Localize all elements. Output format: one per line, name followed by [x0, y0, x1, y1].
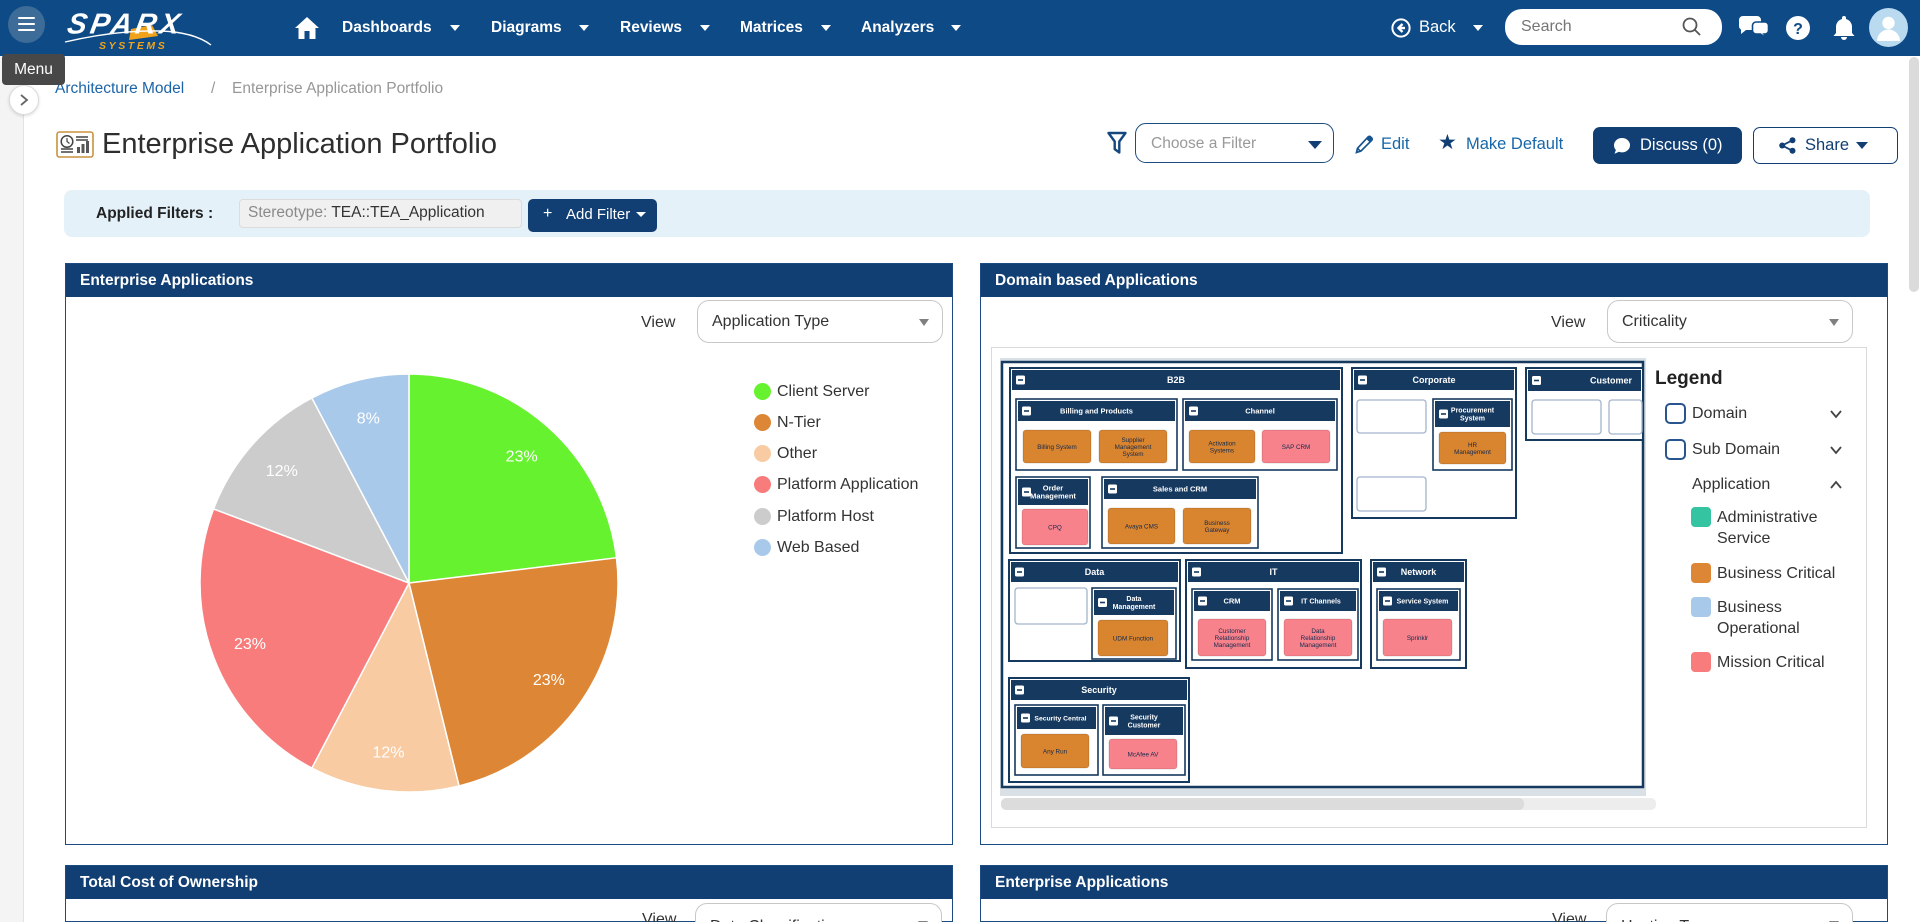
svg-text:Data: Data	[1085, 567, 1106, 577]
svg-text:Corporate: Corporate	[1412, 375, 1455, 385]
svg-text:UDM Function: UDM Function	[1113, 635, 1154, 642]
svg-text:Relationship: Relationship	[1215, 635, 1250, 642]
svg-text:Business: Business	[1204, 520, 1230, 527]
svg-text:Service System: Service System	[1397, 598, 1449, 605]
svg-text:System: System	[1460, 416, 1485, 423]
svg-text:Supplier: Supplier	[1121, 437, 1144, 444]
svg-text:HR: HR	[1468, 442, 1478, 449]
svg-text:Billing System: Billing System	[1037, 444, 1077, 451]
svg-text:Order: Order	[1043, 484, 1064, 493]
svg-text:Customer: Customer	[1590, 376, 1633, 386]
svg-text:Data: Data	[1126, 596, 1141, 603]
svg-text:Network: Network	[1401, 567, 1438, 577]
svg-text:Security Central: Security Central	[1034, 715, 1086, 722]
svg-text:Management: Management	[1115, 444, 1152, 451]
svg-text:CPQ: CPQ	[1048, 524, 1062, 531]
svg-text:SYSTEMS: SYSTEMS	[99, 40, 167, 52]
svg-text:Management: Management	[1030, 492, 1076, 501]
svg-text:IT: IT	[1270, 567, 1279, 577]
svg-text:23%: 23%	[506, 448, 538, 465]
svg-text:CRM: CRM	[1223, 597, 1240, 606]
svg-text:Security: Security	[1081, 685, 1117, 695]
svg-text:Systems: Systems	[1210, 447, 1234, 454]
svg-text:B2B: B2B	[1167, 375, 1186, 385]
svg-text:Management: Management	[1113, 604, 1156, 611]
svg-text:SAP CRM: SAP CRM	[1282, 444, 1311, 451]
svg-text:SPARX: SPARX	[65, 9, 186, 41]
svg-text:McAfee AV: McAfee AV	[1128, 751, 1159, 758]
svg-text:12%: 12%	[372, 744, 404, 761]
svg-text:12%: 12%	[266, 463, 298, 480]
svg-text:?: ?	[1793, 21, 1803, 38]
svg-text:Procurement: Procurement	[1451, 408, 1495, 415]
svg-text:Customer: Customer	[1128, 722, 1161, 729]
svg-text:Avaya CMS: Avaya CMS	[1125, 523, 1158, 530]
svg-text:Sprinklr: Sprinklr	[1407, 635, 1428, 642]
svg-text:Management: Management	[1214, 642, 1251, 649]
svg-text:Channel: Channel	[1245, 407, 1275, 416]
svg-text:23%: 23%	[533, 672, 565, 689]
svg-text:Management: Management	[1300, 642, 1337, 649]
svg-text:Gateway: Gateway	[1205, 527, 1231, 534]
svg-text:Relationship: Relationship	[1301, 635, 1336, 642]
svg-text:8%: 8%	[357, 410, 380, 427]
svg-text:Activation: Activation	[1208, 440, 1236, 447]
svg-text:Security: Security	[1130, 714, 1158, 721]
svg-text:IT Channels: IT Channels	[1301, 598, 1341, 605]
svg-text:23%: 23%	[234, 636, 266, 653]
svg-text:Any Run: Any Run	[1043, 748, 1068, 755]
svg-text:Data: Data	[1311, 628, 1325, 635]
svg-text:Billing and Products: Billing and Products	[1060, 407, 1133, 416]
svg-text:System: System	[1123, 451, 1144, 458]
svg-text:Sales and CRM: Sales and CRM	[1153, 485, 1207, 494]
svg-text:Management: Management	[1454, 449, 1491, 456]
svg-text:Customer: Customer	[1218, 628, 1245, 635]
